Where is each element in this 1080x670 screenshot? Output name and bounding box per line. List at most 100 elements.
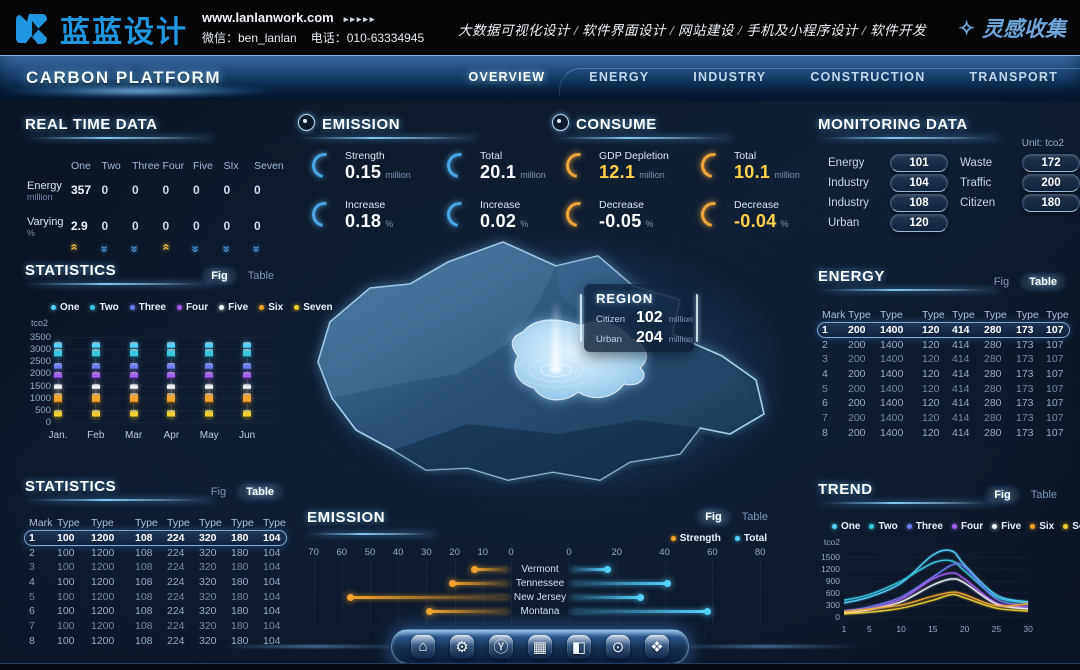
board-icon[interactable]: ◧ [567,634,591,659]
table-row[interactable]: 5 200 1400 120 414 280 173 107 [822,381,1068,396]
x-tick: Apr [163,430,180,441]
table-cell: 108 [135,546,153,559]
table-cell: 100 [57,605,75,618]
table-cell: 1200 [91,590,115,603]
gridline [313,561,315,625]
table-cell: 100 [57,620,75,633]
table-cell: 280 [984,382,1002,395]
fig-toggle[interactable]: Fig [987,488,1018,502]
fig-toggle[interactable]: Fig [993,276,1010,288]
value-segment [243,349,251,359]
table-row[interactable]: 4 200 1400 120 414 280 173 107 [822,367,1068,382]
title-swoosh [818,136,1070,141]
nav-item-industry[interactable]: INDUSTRY [693,70,767,84]
row-label: Energy million [27,181,71,203]
table-cell: 173 [1016,397,1034,410]
target-icon[interactable]: ⊙ [606,634,630,659]
table-row[interactable]: 1 100 1200 108 224 320 180 104 [24,529,287,547]
table-row[interactable]: 8 200 1400 120 414 280 173 107 [822,426,1068,441]
left-axis-tick: 60 [336,547,348,558]
value-segment [243,409,251,419]
table-row[interactable]: 5 100 1200 108 224 320 180 104 [29,589,285,604]
table-row[interactable]: 1 200 1400 120 414 280 173 107 [817,321,1070,339]
column-header: Type [952,309,975,322]
value-segment [167,383,176,391]
cell-value: 0 [223,183,231,197]
table-toggle[interactable]: Table [1022,275,1064,289]
table-toggle[interactable]: Table [239,485,281,499]
table-row[interactable]: 3 100 1200 108 224 320 180 104 [29,560,285,575]
region-map[interactable] [298,224,788,502]
legend-item-four: Four [951,521,983,532]
value-segment [54,362,62,370]
stat-decrease: Decrease -0.05% [561,197,701,232]
panel-emission-chart: EMISSION Fig Table Strength Total 70 60 50 40… [300,503,785,633]
table-row[interactable]: 7 200 1400 120 414 280 173 107 [822,411,1068,426]
monitoring-item: Energy 101 [828,154,948,172]
table-row[interactable]: 8 100 1200 108 224 320 180 104 [29,634,285,649]
monitoring-item: Citizen 180 [960,194,1080,212]
table-cell: 1200 [91,576,115,589]
legend-dot-icon [129,305,135,310]
table-toggle[interactable]: Table [247,270,274,282]
inspiration-block: ✧ 灵感收集 [958,13,1066,43]
table-cell: 108 [135,634,153,647]
gridline [616,561,618,625]
table-toggle[interactable]: Table [1030,489,1057,501]
nav-item-construction[interactable]: CONSTRUCTION [810,70,926,84]
table-row[interactable]: 2 100 1200 108 224 320 180 104 [29,545,285,560]
y-badge-icon[interactable]: Ⓨ [489,634,513,659]
panel-title: EMISSION [298,114,548,133]
table-cell: 200 [848,426,866,439]
legend-item-four: Four [176,302,208,313]
monitoring-item: Traffic 200 [960,174,1080,192]
rt-col-header: Three [132,160,160,172]
stat-arc-icon [561,197,596,232]
table-cell: 320 [199,546,217,559]
total-bar [571,596,641,599]
grid-icon[interactable]: ▦ [528,634,552,659]
footer-strip [0,663,1080,670]
value-segment [205,409,214,419]
table-cell: 173 [1016,412,1034,425]
gridline [398,561,400,625]
table-cell: 1200 [91,532,115,545]
fig-toggle[interactable]: Fig [204,269,235,283]
table-cell: 108 [135,576,153,589]
table-row[interactable]: 6 200 1400 120 414 280 173 107 [822,396,1068,411]
legend-item-three: Three [906,521,943,532]
sparkle-icon: ✧ [958,17,975,40]
website-link[interactable]: www.lanlanwork.com [202,10,334,25]
column-header: Mark [29,517,53,530]
table-row[interactable]: 3 200 1400 120 414 280 173 107 [822,352,1068,367]
home-icon[interactable]: ⌂ [411,634,435,659]
table-row[interactable]: 6 100 1200 108 224 320 180 104 [29,604,285,619]
fig-toggle[interactable]: Fig [698,510,729,524]
column-header: Type [199,517,222,530]
table-cell: 107 [1046,382,1064,395]
phone-label: 电话：010-63334945 [310,31,425,45]
table-row[interactable]: 4 100 1200 108 224 320 180 104 [29,575,285,590]
column-line [57,340,59,420]
cell-value: 0 [193,183,200,197]
svg-text:1: 1 [842,624,847,634]
table-toggle[interactable]: Table [741,511,768,523]
value-segment [129,341,138,349]
strength-bar [475,568,509,571]
table-row[interactable]: 2 200 1400 120 414 280 173 107 [822,337,1068,352]
fig-toggle[interactable]: Fig [210,486,227,498]
nav-item-energy[interactable]: ENERGY [589,70,650,84]
nav-item-transport[interactable]: TRANSPORT [969,70,1058,84]
strength-bar [430,610,509,613]
table-row[interactable]: 7 100 1200 108 224 320 180 104 [29,619,285,634]
stat-gdp-depletion: GDP Depletion 12.1 million [561,148,701,183]
table-cell: 104 [263,532,281,545]
cluster-icon[interactable]: ❖ [645,634,669,659]
table-cell: 100 [57,634,75,647]
gridline [511,561,512,625]
gear-icon[interactable]: ⚙ [450,634,474,659]
value-segment [54,341,62,349]
column-line [246,340,248,420]
nav-item-overview[interactable]: OVERVIEW [468,70,546,84]
value-segment [243,341,251,349]
